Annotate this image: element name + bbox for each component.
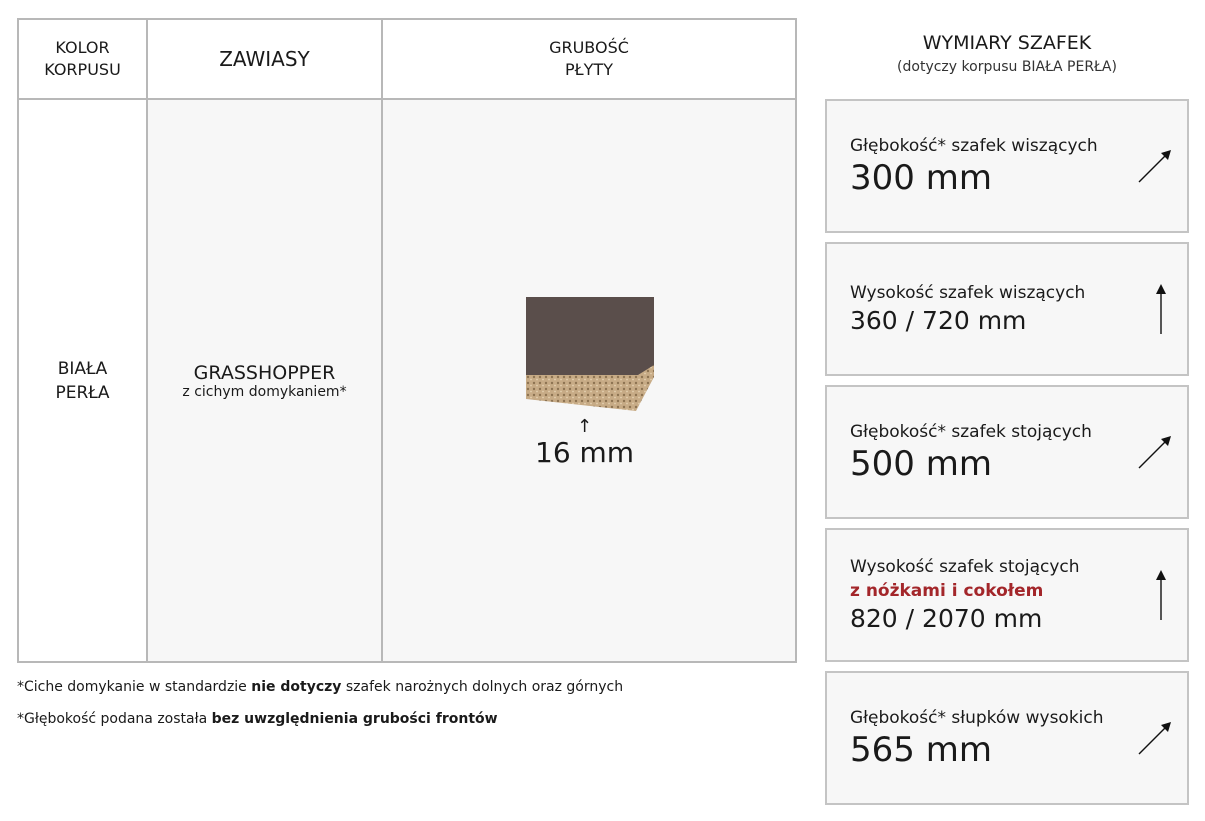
- dimension-card: Głębokość* słupków wysokich 565 mm: [825, 671, 1189, 805]
- header-thickness: GRUBOŚĆ PŁYTY: [383, 20, 795, 100]
- thickness-value: ↑ 16 mm: [535, 416, 635, 470]
- color-cell: BIAŁA PERŁA: [19, 100, 148, 661]
- thickness-cell: ↑ 16 mm: [383, 100, 795, 661]
- spec-table: KOLOR KORPUSU ZAWIASY GRUBOŚĆ PŁYTY BIAŁ…: [17, 18, 797, 663]
- up-arrow-icon: [1156, 284, 1166, 334]
- dimensions-title: WYMIARY SZAFEK: [922, 32, 1092, 54]
- diagonal-arrow-icon: [1138, 722, 1171, 755]
- dimension-card: Głębokość* szafek stojących 500 mm: [825, 385, 1189, 519]
- hinge-note: z cichym domykaniem*: [182, 383, 347, 400]
- up-arrow-icon: ↑: [577, 416, 593, 437]
- diagonal-arrow-icon: [1138, 150, 1171, 183]
- header-color: KOLOR KORPUSU: [19, 20, 148, 100]
- hinge-cell: GRASSHOPPER z cichym domykaniem*: [148, 100, 383, 661]
- footnote-2: *Głębokość podana została bez uwzględnie…: [17, 711, 498, 727]
- header-hinges: ZAWIASY: [148, 20, 383, 100]
- footnote-1: *Ciche domykanie w standardzie nie dotyc…: [17, 679, 624, 695]
- dimension-card: Głębokość* szafek wiszących 300 mm: [825, 99, 1189, 233]
- hinge-name: GRASSHOPPER: [193, 361, 336, 384]
- diagonal-arrow-icon: [1138, 436, 1171, 469]
- up-arrow-icon: [1156, 570, 1166, 620]
- board-sample-image: [526, 297, 654, 411]
- dimension-card: Wysokość szafek stojących z nóżkami i cok…: [825, 528, 1189, 662]
- dimensions-subtitle: (dotyczy korpusu BIAŁA PERŁA): [897, 59, 1117, 75]
- dimension-card: Wysokość szafek wiszących 360 / 720 mm: [825, 242, 1189, 376]
